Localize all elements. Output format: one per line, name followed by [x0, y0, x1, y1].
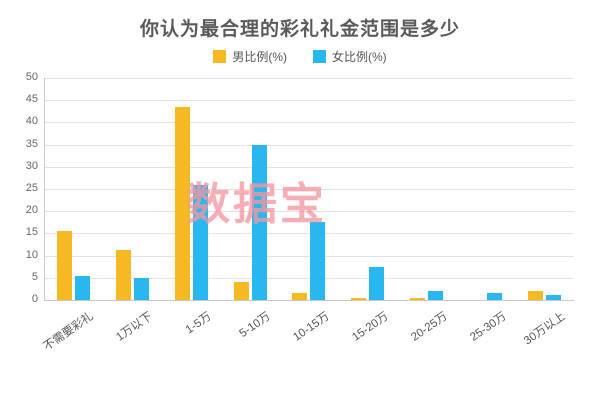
grid-line [44, 100, 574, 102]
legend-item-male[interactable]: 男比例(%) [213, 48, 287, 65]
y-tick-label: 35 [25, 137, 38, 150]
grid-line [44, 122, 574, 124]
bar[interactable] [233, 282, 249, 300]
x-axis-line [44, 300, 574, 301]
bar-group [515, 78, 574, 300]
grid-line [44, 255, 574, 257]
grid-line [44, 211, 574, 213]
bar-group [280, 78, 339, 300]
bar-group [221, 78, 280, 300]
y-tick-label: 30 [25, 159, 38, 172]
bar[interactable] [487, 293, 503, 300]
legend-label-female: 女比例(%) [332, 50, 387, 64]
bar[interactable] [133, 277, 149, 300]
y-tick-label: 25 [25, 182, 38, 194]
bar-group [44, 78, 103, 300]
legend-label-male: 男比例(%) [232, 50, 287, 64]
bar[interactable] [369, 266, 385, 300]
y-tick-label: 50 [25, 71, 38, 83]
grid-line [44, 144, 574, 146]
bar[interactable] [310, 222, 326, 300]
y-tick-label: 5 [31, 270, 38, 283]
grid-line [44, 189, 574, 190]
y-tick-label: 15 [25, 226, 38, 239]
bar[interactable] [292, 293, 308, 300]
legend-item-female[interactable]: 女比例(%) [313, 48, 387, 65]
legend-swatch-female [313, 50, 326, 63]
bar-group [162, 78, 221, 300]
bar[interactable] [251, 144, 267, 300]
bar[interactable] [56, 231, 72, 300]
grid-line [44, 78, 574, 79]
bar-group [338, 78, 397, 300]
bar[interactable] [74, 275, 90, 300]
y-tick-label: 20 [25, 204, 38, 217]
y-axis-line [44, 78, 45, 300]
plot-area [44, 78, 574, 301]
bar-group [397, 78, 456, 300]
grid-line [44, 277, 574, 279]
bar[interactable] [410, 297, 426, 300]
y-tick-label: 40 [25, 115, 38, 128]
bar-group [456, 78, 515, 300]
grid-line [44, 233, 574, 235]
bar[interactable] [351, 297, 367, 300]
y-tick-label: 0 [31, 293, 38, 305]
chart-legend: 男比例(%) 女比例(%) [0, 48, 600, 65]
bar-group [103, 78, 162, 300]
y-tick-label: 45 [25, 93, 38, 106]
bar[interactable] [428, 291, 444, 300]
bar[interactable] [115, 250, 131, 300]
legend-swatch-male [213, 50, 227, 63]
bar[interactable] [546, 294, 562, 300]
bar[interactable] [174, 106, 190, 300]
page-title: 你认为最合理的彩礼礼金范围是多少 [139, 19, 460, 40]
bar[interactable] [192, 184, 208, 300]
bar[interactable] [528, 291, 544, 300]
grid-line [44, 166, 574, 168]
y-tick-label: 10 [25, 248, 38, 261]
